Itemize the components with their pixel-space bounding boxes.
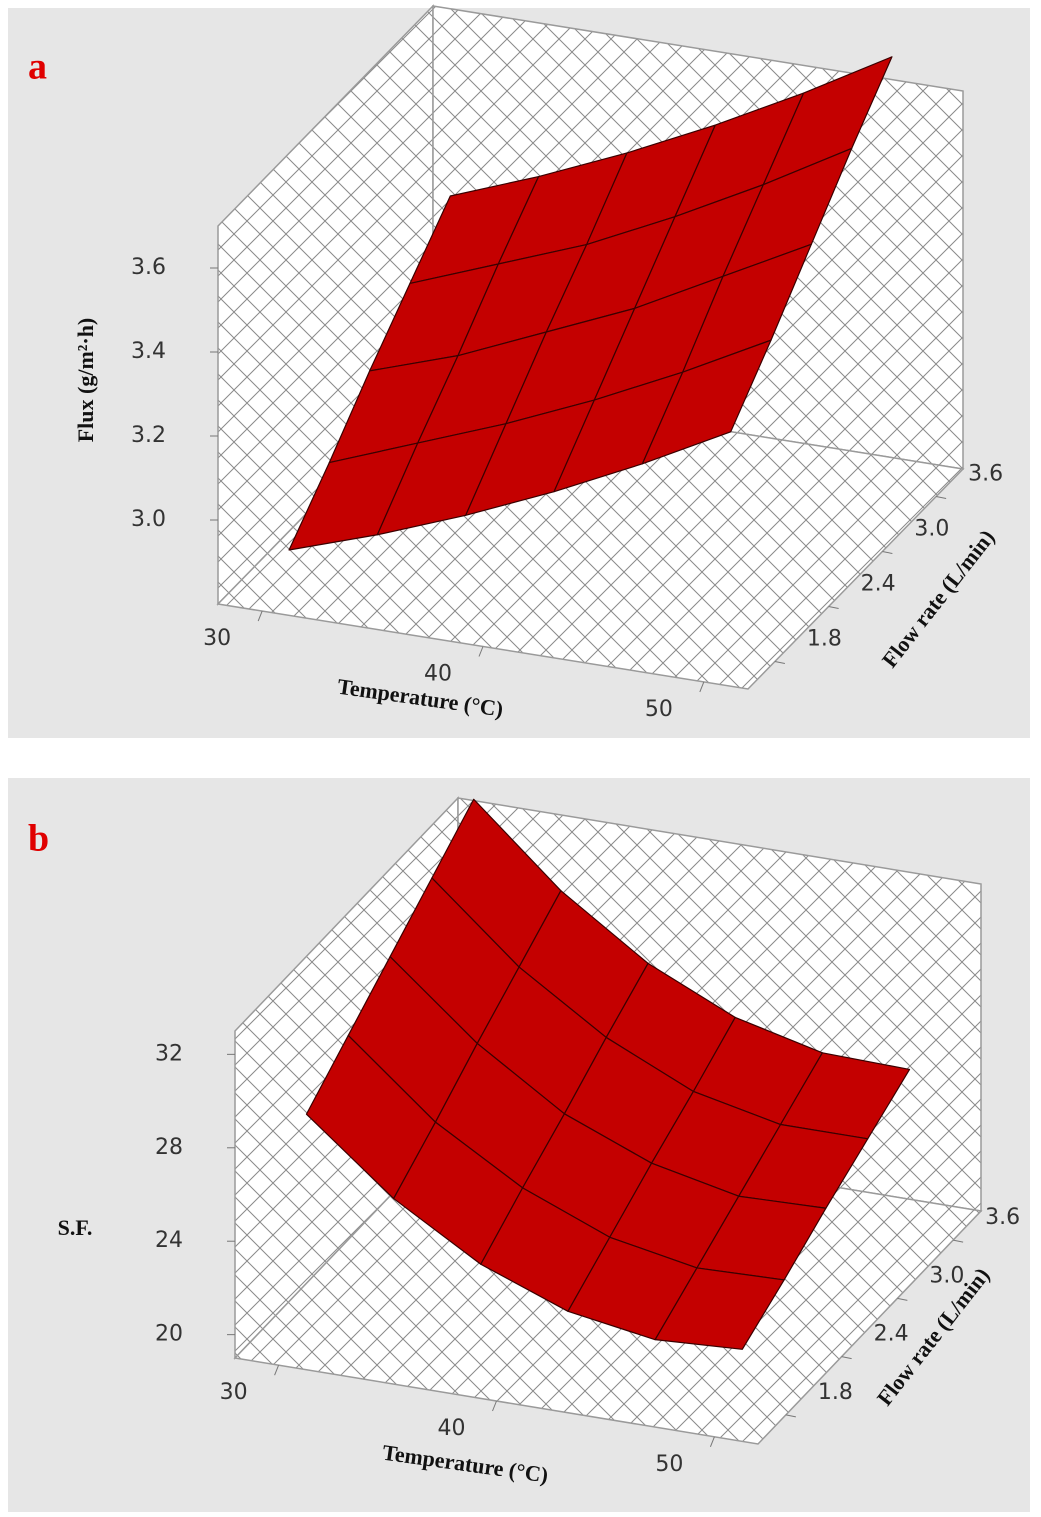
y-tick-label: 1.8: [807, 627, 842, 652]
x-tick: [709, 1436, 715, 1448]
x-tick: [478, 646, 484, 657]
z-tick-label: 3.2: [131, 423, 166, 448]
panel-label: b: [28, 818, 49, 860]
z-tick-label: 28: [155, 1135, 183, 1160]
y-tick-label: 1.8: [818, 1380, 853, 1405]
y-tick: [897, 1297, 908, 1301]
y-tick: [828, 606, 839, 609]
y-tick-label: 3.0: [914, 517, 949, 542]
z-tick-label: 3.6: [131, 255, 166, 280]
z-tick-label: 3.4: [131, 339, 166, 364]
x-tick: [492, 1400, 497, 1412]
x-tick-label: 50: [655, 1452, 683, 1477]
x-tick-label: 40: [424, 662, 452, 687]
y-tick-label: 3.0: [929, 1263, 964, 1288]
y-tick-label: 3.6: [968, 462, 1003, 487]
z-axis-label: S.F.: [58, 1215, 93, 1240]
x-tick: [274, 1364, 280, 1376]
z-tick-label: 3.0: [131, 507, 166, 532]
y-tick-label: 2.4: [861, 572, 896, 597]
surface-patch: [641, 339, 772, 465]
x-tick-label: 50: [645, 697, 673, 722]
x-tick-label: 30: [220, 1380, 248, 1405]
y-tick-label: 3.6: [985, 1205, 1020, 1230]
y-tick: [785, 1414, 796, 1418]
y-tick: [953, 1239, 964, 1243]
y-tick: [936, 496, 947, 499]
z-tick-label: 24: [155, 1228, 183, 1253]
panel-label: a: [28, 46, 47, 88]
z-tick-label: 32: [155, 1041, 183, 1066]
y-tick: [841, 1356, 852, 1360]
surface-patch: [654, 1267, 785, 1350]
x-tick-label: 30: [203, 626, 231, 651]
z-axis-label: Flux (g/m²·h): [73, 318, 98, 443]
y-tick: [774, 661, 785, 664]
y-tick: [882, 551, 893, 554]
x-tick-label: 40: [438, 1416, 466, 1441]
x-tick: [257, 610, 263, 622]
x-tick: [699, 681, 705, 693]
z-tick-label: 20: [155, 1322, 183, 1347]
y-tick-label: 2.4: [874, 1322, 909, 1347]
